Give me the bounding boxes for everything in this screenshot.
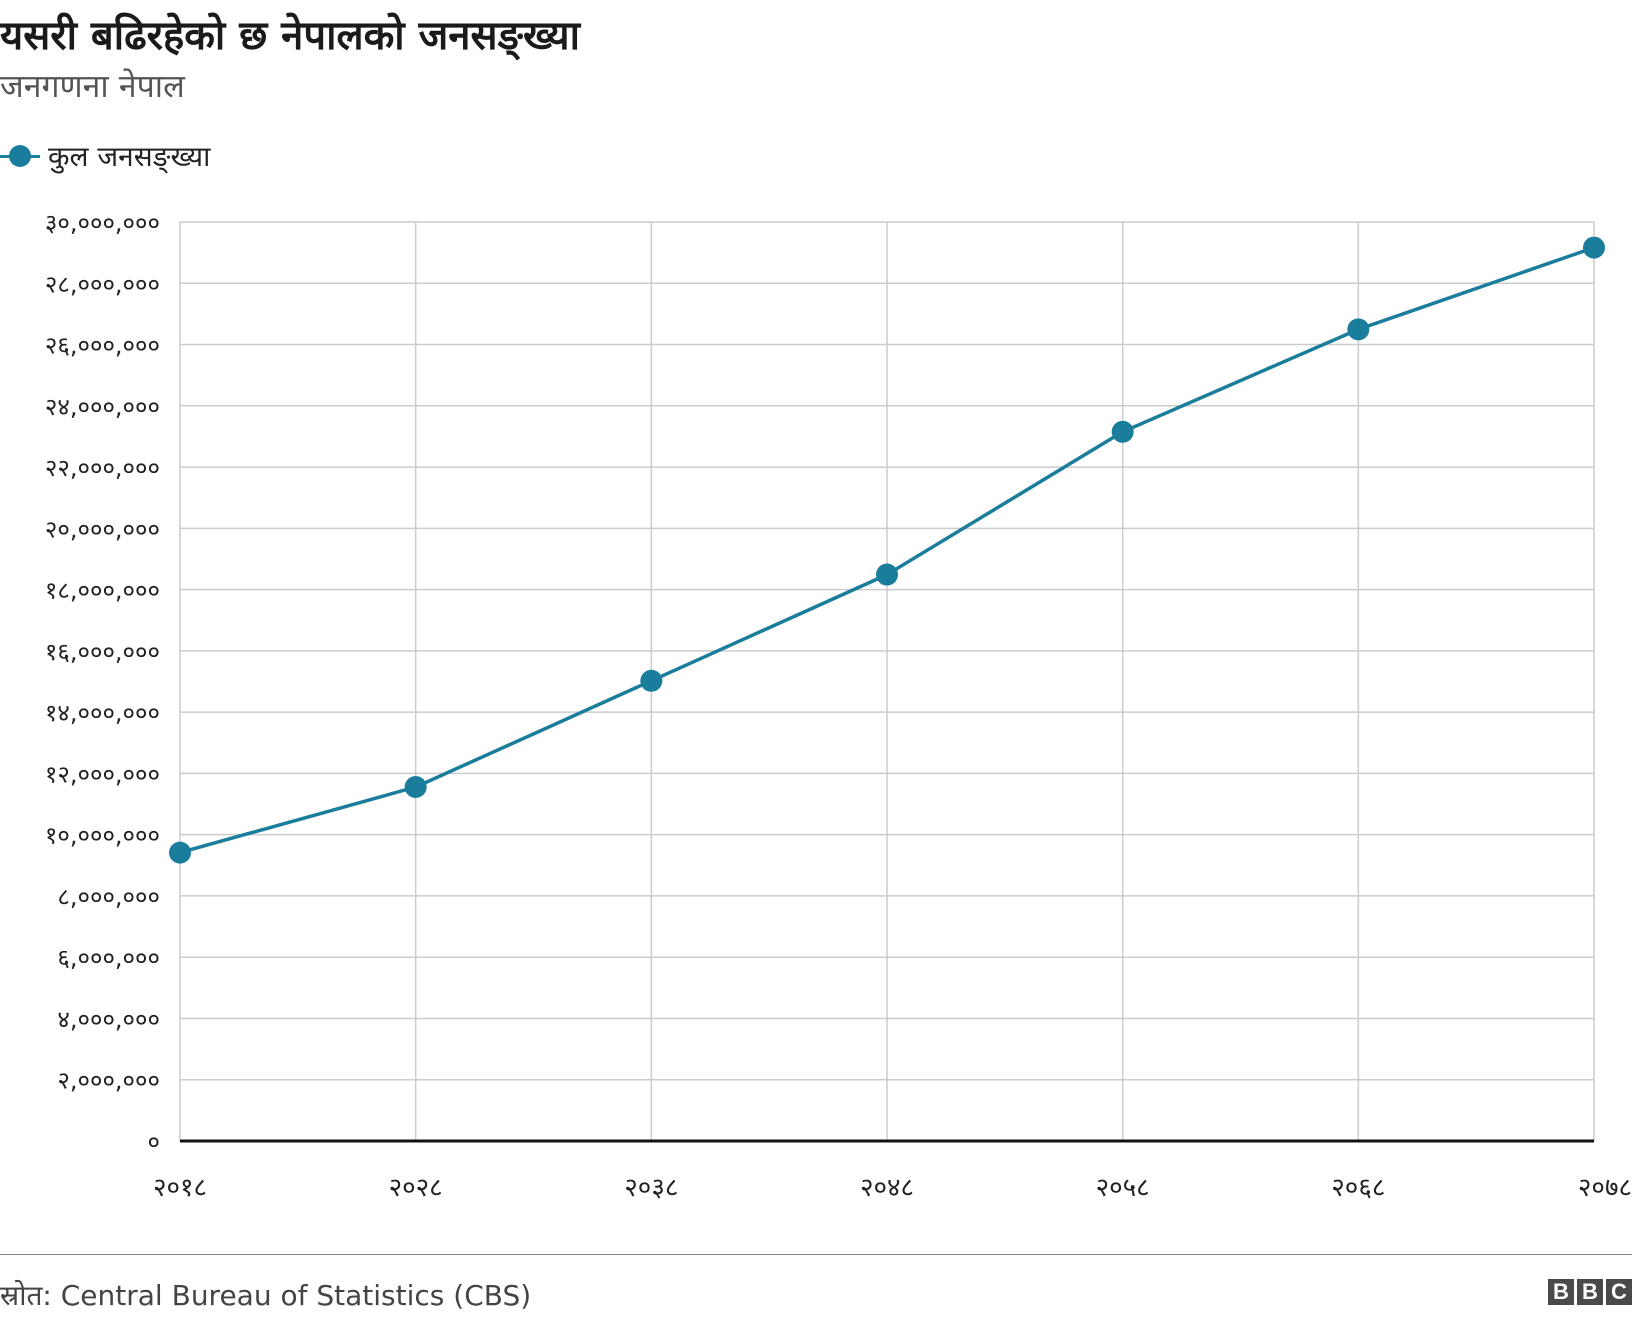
legend: कुल जनसङ्ख्या — [0, 136, 210, 176]
y-tick-label: १०,०००,००० — [45, 822, 160, 850]
y-tick-label: १८,०००,००० — [45, 577, 160, 605]
bbc-logo-letter: C — [1606, 1279, 1632, 1305]
data-point[interactable] — [1347, 318, 1370, 341]
x-axis-ticks: २०१८ २०२८ २०३८ २०४८ २०५८ २०६८ २०७८ — [153, 1173, 1632, 1200]
source-note: स्रोत: Central Bureau of Statistics (CBS… — [0, 1279, 532, 1312]
series-layer — [169, 236, 1605, 864]
x-tick-label: २०६८ — [1331, 1173, 1385, 1200]
legend-marker-dot — [9, 145, 31, 167]
y-tick-label: ८,०००,००० — [57, 883, 160, 911]
data-point[interactable] — [404, 776, 427, 799]
bbc-logo-letter: B — [1548, 1279, 1574, 1305]
y-tick-label: ३०,०००,००० — [45, 209, 160, 237]
y-tick-label: २४,०००,००० — [45, 393, 160, 421]
data-point[interactable] — [169, 841, 191, 864]
x-tick-label: २०१८ — [153, 1173, 207, 1200]
bbc-logo-letter: B — [1577, 1279, 1603, 1305]
x-tick-label: २०७८ — [1578, 1173, 1632, 1200]
data-point[interactable] — [1583, 236, 1605, 259]
x-tick-label: २०३८ — [624, 1173, 678, 1200]
line-chart: ० २,०००,००० ४,०००,००० ६,०००,००० ८,०००,००० १०,… — [45, 209, 1632, 1200]
y-tick-label: २८,०००,००० — [45, 270, 160, 298]
y-tick-label: २६,०००,००० — [45, 332, 160, 360]
footer-divider — [0, 1254, 1632, 1255]
x-tick-label: २०५८ — [1096, 1173, 1150, 1200]
chart-subtitle: जनगणना नेपाल — [0, 67, 185, 105]
x-tick-label: २०४८ — [860, 1173, 914, 1200]
y-tick-label: २०,०००,००० — [45, 515, 160, 543]
y-tick-label: ६,०००,००० — [57, 944, 160, 972]
legend-marker-icon — [0, 136, 40, 176]
y-tick-label: १४,०००,००० — [45, 699, 160, 727]
y-tick-label: ० — [148, 1128, 160, 1156]
bbc-logo: B B C — [1548, 1279, 1632, 1305]
y-tick-label: २,०००,००० — [57, 1067, 160, 1095]
data-point[interactable] — [876, 563, 898, 586]
chart-title: यसरी बढिरहेको छ नेपालको जनसङ्ख्या — [0, 13, 580, 59]
y-tick-label: १२,०००,००० — [45, 760, 160, 788]
legend-label: कुल जनसङ्ख्या — [48, 140, 211, 173]
y-tick-label: १६,०००,००० — [45, 638, 160, 666]
y-tick-label: ४,०००,००० — [57, 1005, 160, 1033]
grid-lines — [179, 221, 1595, 1141]
y-tick-label: २२,०००,००० — [45, 454, 160, 482]
x-tick-label: २०२८ — [389, 1173, 443, 1200]
data-point[interactable] — [640, 669, 663, 692]
y-axis-ticks: ० २,०००,००० ४,०००,००० ६,०००,००० ८,०००,००० १०,… — [45, 209, 160, 1156]
data-point[interactable] — [1111, 420, 1134, 443]
